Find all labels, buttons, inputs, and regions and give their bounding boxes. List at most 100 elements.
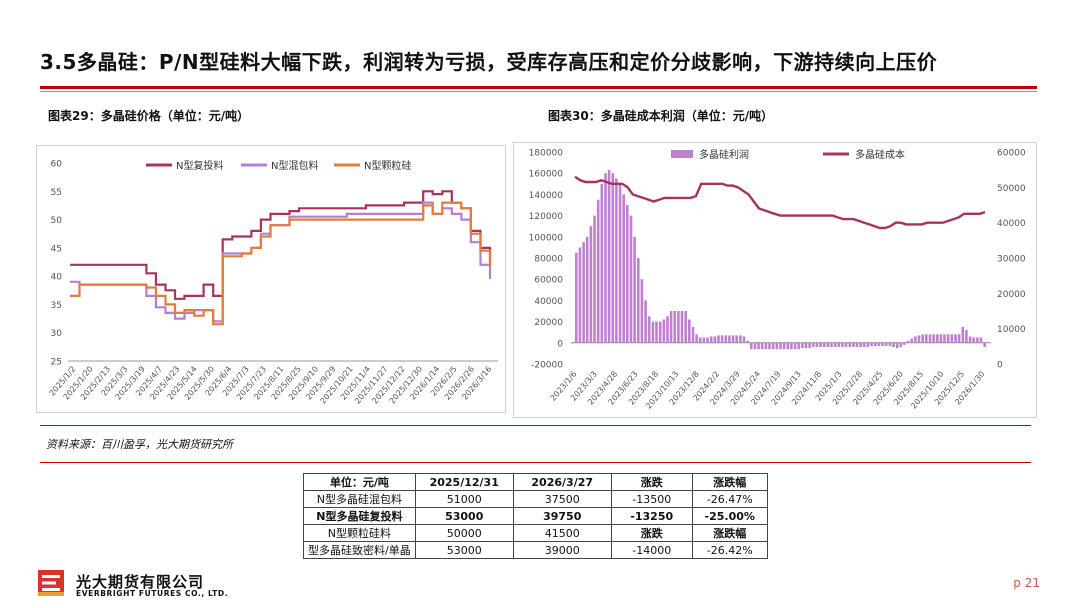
- profit-bar: [844, 342, 848, 347]
- profit-bar: [914, 336, 917, 343]
- profit-bar: [585, 236, 589, 343]
- profit-bar: [786, 342, 790, 350]
- profit-bar: [903, 342, 906, 345]
- y-left-tick-label: 80000: [534, 255, 563, 265]
- source-note: 资料来源：百川盈孚，光大期货研究所: [46, 438, 233, 451]
- y-right-tick-label: 40000: [997, 219, 1026, 229]
- chart-frame: [36, 145, 506, 413]
- table-cell: 39750: [512, 507, 612, 525]
- y-tick-label: 40: [51, 273, 63, 283]
- profit-bar: [746, 340, 749, 343]
- profit-bar: [640, 279, 644, 343]
- profit-bar: [921, 334, 924, 343]
- profit-bar: [702, 337, 706, 343]
- logo-company-name: 光大期货有限公司: [76, 573, 205, 591]
- profit-bar: [739, 335, 742, 343]
- profit-bar: [801, 342, 804, 349]
- profit-bar: [717, 335, 720, 343]
- y-right-tick-label: 0: [997, 361, 1003, 371]
- table-cell: 37500: [512, 490, 612, 508]
- profit-bar: [826, 342, 830, 347]
- profit-bar: [779, 342, 782, 350]
- table-row: N型多晶硅混包料 51000 37500 -13500 -26.47%: [303, 490, 768, 508]
- profit-bar: [961, 326, 965, 343]
- profit-bar: [852, 342, 855, 347]
- profit-bar: [790, 342, 793, 350]
- profit-bar: [629, 215, 633, 343]
- profit-bar: [713, 336, 717, 343]
- legend-label: 多晶硅成本: [855, 148, 905, 161]
- price-change-table: 单位：元/吨 2025/12/31 2026/3/27 涨跌 涨跌幅 N型多晶硅…: [303, 473, 768, 559]
- profit-bar: [976, 337, 979, 343]
- table-header-cell: 2025/12/31: [414, 473, 514, 491]
- profit-bar: [822, 342, 826, 347]
- profit-bar: [983, 342, 986, 347]
- figure-29-title: 图表29：多晶硅价格（单位：元/吨）: [48, 109, 250, 123]
- table-cell: 涨跌: [610, 524, 693, 542]
- profit-bar: [979, 337, 983, 343]
- table-header-cell: 涨跌幅: [691, 473, 768, 491]
- cost-series-line: [574, 175, 986, 230]
- profit-bar: [655, 321, 658, 343]
- page-number: p 21: [1013, 576, 1040, 590]
- profit-bar: [793, 342, 797, 350]
- profit-bar: [699, 337, 702, 343]
- profit-bar: [684, 311, 687, 343]
- title-rule: [40, 86, 1037, 89]
- polysilicon-price-chart: 25303540455055602025/1/22025/1/202025/2/…: [36, 145, 506, 413]
- profit-bar: [888, 342, 892, 346]
- table-cell: N型多晶硅混包料: [303, 490, 416, 508]
- profit-bar: [797, 342, 800, 350]
- profit-bar: [596, 199, 600, 343]
- source-rule-bottom: [40, 462, 1031, 463]
- y-left-tick-label: 100000: [529, 233, 564, 243]
- y-tick-label: 60: [51, 160, 63, 170]
- profit-bar: [582, 242, 585, 343]
- profit-bar: [808, 342, 811, 349]
- chart-frame: [513, 142, 1037, 418]
- profit-bar: [848, 342, 852, 347]
- profit-bar: [895, 342, 899, 349]
- y-left-tick-label: 60000: [534, 276, 563, 286]
- price-series-line: [70, 201, 492, 326]
- profit-bar: [575, 252, 578, 343]
- profit-bar: [866, 342, 870, 347]
- y-right-tick-label: 60000: [997, 149, 1026, 159]
- y-tick-label: 55: [51, 188, 62, 198]
- table-cell: -26.47%: [691, 490, 768, 508]
- price-series-line: [70, 190, 492, 300]
- profit-bar: [622, 194, 625, 343]
- y-left-tick-label: 140000: [529, 191, 564, 201]
- table-header-cell: 单位：元/吨: [303, 473, 416, 491]
- table-cell: 型多晶硅致密料/单晶: [303, 541, 416, 559]
- profit-bar: [837, 342, 841, 347]
- y-left-tick-label: 0: [557, 339, 563, 349]
- profit-bar: [680, 311, 684, 343]
- profit-bar: [757, 342, 760, 350]
- table-row: 型多晶硅致密料/单晶 53000 39000 -14000 -26.42%: [303, 541, 768, 559]
- table-cell: 51000: [414, 490, 514, 508]
- profit-bar: [607, 170, 611, 343]
- source-rule-top: [40, 425, 1031, 426]
- legend-swatch: [671, 150, 693, 158]
- y-right-tick-label: 30000: [997, 255, 1026, 265]
- profit-bar: [615, 178, 618, 343]
- profit-bar: [658, 321, 662, 343]
- profit-bar: [677, 311, 680, 343]
- profit-bar: [957, 334, 961, 343]
- profit-bar: [928, 334, 932, 343]
- profit-bar: [720, 335, 724, 343]
- profit-bar: [750, 342, 753, 350]
- table-cell: 39000: [512, 541, 612, 559]
- table-cell: 涨跌幅: [691, 524, 768, 542]
- y-tick-label: 45: [51, 244, 62, 254]
- profit-bar: [874, 342, 877, 346]
- profit-bar: [812, 342, 815, 347]
- profit-bar: [731, 335, 735, 343]
- profit-bar: [626, 205, 629, 343]
- table-cell: 50000: [414, 524, 514, 542]
- logo-company-name-en: EVERBRIGHT FUTURES CO., LTD.: [76, 589, 229, 598]
- y-left-tick-label: 120000: [529, 212, 564, 222]
- profit-bar: [936, 334, 939, 343]
- profit-bar: [633, 236, 636, 343]
